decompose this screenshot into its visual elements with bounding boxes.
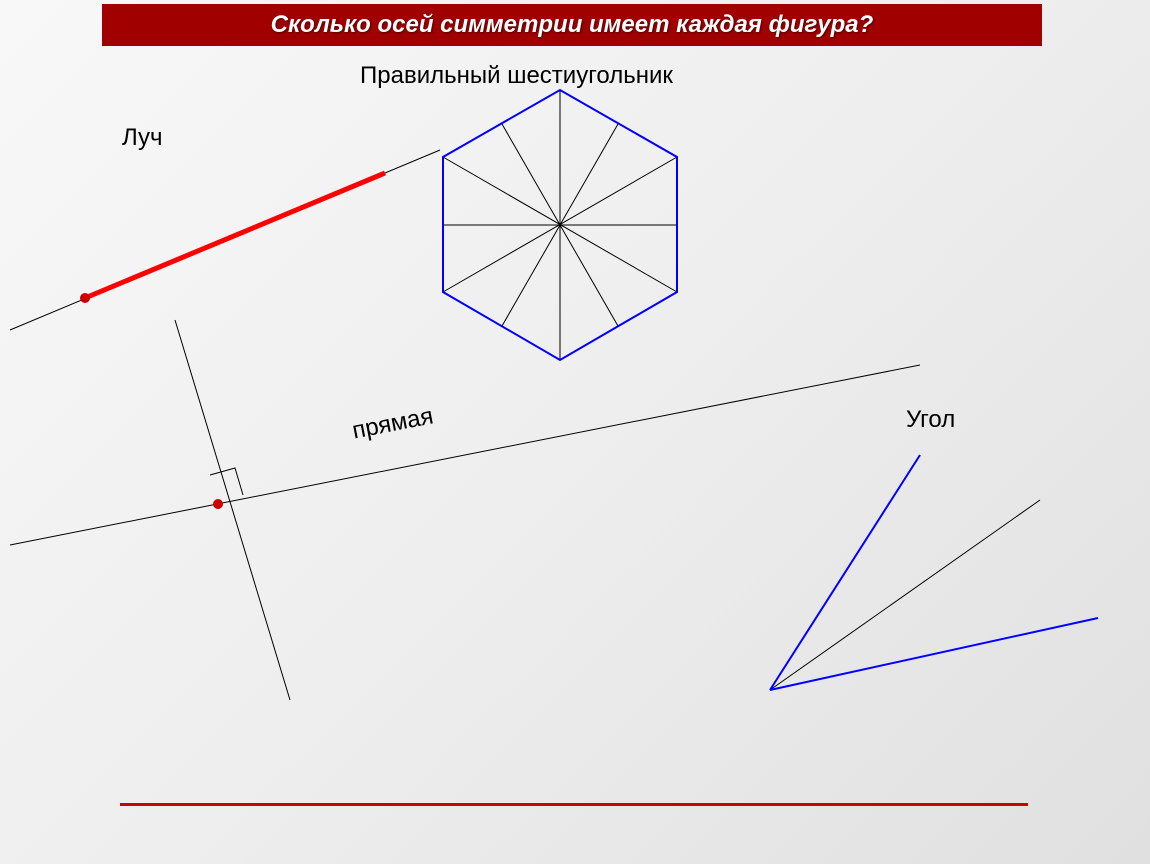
line-figure	[10, 320, 920, 700]
ray-figure	[10, 150, 440, 330]
hexagon-label: Правильный шестиугольник	[360, 62, 673, 90]
hexagon-figure	[443, 90, 677, 360]
angle-label: Угол	[906, 406, 955, 434]
angle-figure	[770, 455, 1098, 690]
diagram-canvas	[0, 0, 1150, 864]
bottom-rule	[120, 803, 1028, 806]
ray-label: Луч	[122, 124, 163, 152]
